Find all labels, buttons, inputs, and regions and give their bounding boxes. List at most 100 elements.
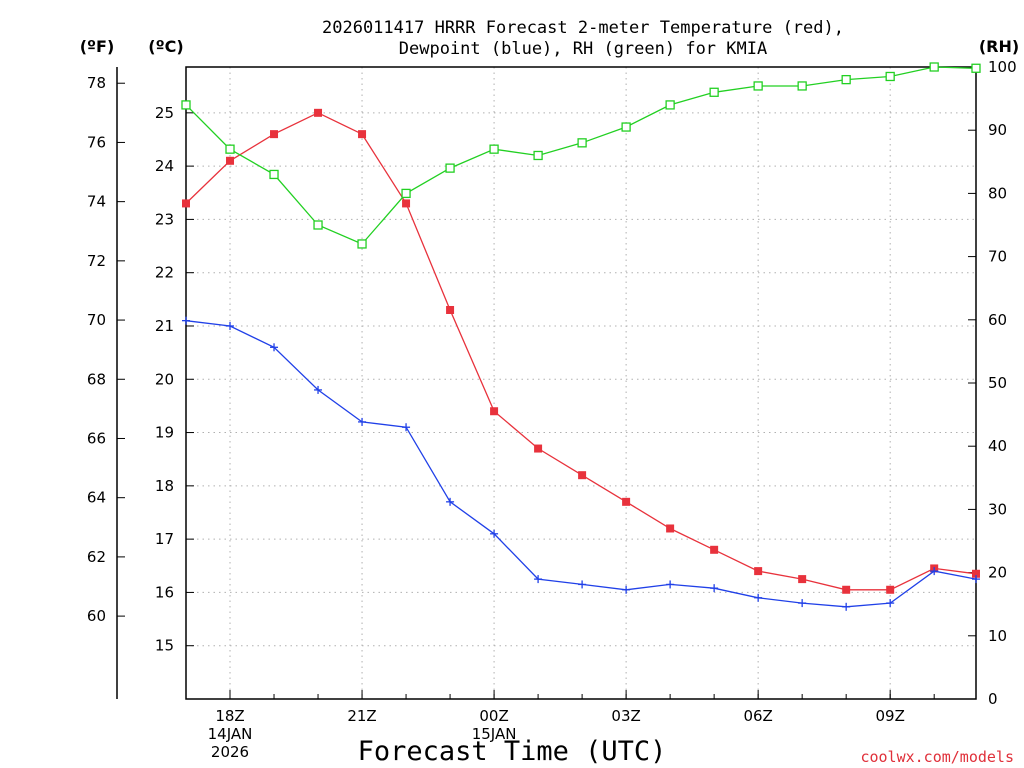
rh-point [709, 87, 719, 97]
fahrenheit-axis: 60 62 64 66 68 70 72 74 76 78 [87, 74, 125, 625]
temperature-point [270, 130, 279, 139]
rh-axis: 0 10 20 30 40 50 60 70 80 90 100 [968, 58, 1017, 708]
chart-gridlines [186, 67, 976, 699]
temperature-point [358, 130, 367, 139]
x-tick-label: 18Z [215, 707, 244, 725]
fahrenheit-unit-label: (ºF) [80, 37, 115, 56]
celsius-tick-label: 20 [155, 370, 174, 388]
temperature-point [972, 569, 980, 578]
rh-point [313, 220, 323, 230]
data-series [181, 62, 981, 611]
temperature-point [754, 567, 763, 576]
celsius-tick-label: 18 [155, 477, 174, 495]
temperature-point [490, 407, 499, 416]
fahrenheit-tick-label: 76 [87, 133, 106, 151]
rh-point [357, 239, 367, 249]
dewpoint-point [930, 567, 939, 576]
celsius-tick-label: 23 [155, 210, 174, 228]
celsius-axis: 15 16 17 18 19 20 21 22 23 24 25 [155, 104, 194, 655]
x-axis-label: Forecast Time (UTC) [358, 736, 667, 767]
rh-point [971, 63, 981, 73]
temperature-point [886, 585, 895, 594]
celsius-tick-label: 19 [155, 424, 174, 442]
rh-tick-label: 100 [988, 58, 1017, 76]
dewpoint-point [270, 343, 279, 352]
celsius-tick-label: 15 [155, 637, 174, 655]
dewpoint-point [490, 529, 499, 538]
rh-tick-label: 50 [988, 374, 1007, 392]
rh-tick-label: 70 [988, 248, 1007, 266]
rh-point [225, 144, 235, 154]
dewpoint-point [666, 580, 675, 589]
dewpoint-point [842, 602, 851, 611]
x-tick-label: 21Z [347, 707, 376, 725]
fahrenheit-tick-label: 64 [87, 489, 106, 507]
x-tick-label: 03Z [611, 707, 640, 725]
temperature-point [842, 585, 851, 594]
temperature-point [446, 305, 455, 314]
dewpoint-point [402, 423, 411, 432]
dewpoint-point [226, 321, 235, 330]
rh-tick-label: 60 [988, 311, 1007, 329]
temperature-line [185, 112, 977, 591]
x-tick-label: 06Z [743, 707, 772, 725]
rh-point [181, 100, 191, 110]
chart-title-line1: 2026011417 HRRR Forecast 2-meter Tempera… [322, 18, 844, 38]
chart-title-line2: Dewpoint (blue), RH (green) for KMIA [399, 39, 767, 59]
rh-tick-label: 30 [988, 500, 1007, 518]
dewpoint-point [578, 580, 587, 589]
temperature-point [182, 199, 190, 208]
rh-tick-label: 90 [988, 121, 1007, 139]
rh-point [533, 150, 543, 161]
x-tick-label: 2026 [211, 743, 249, 761]
temperature-point [402, 199, 411, 208]
rh-point [665, 100, 675, 110]
rh-tick-label: 40 [988, 437, 1007, 455]
celsius-tick-label: 22 [155, 264, 174, 282]
dewpoint-point [622, 585, 631, 594]
rh-point [929, 62, 939, 72]
rh-tick-label: 0 [988, 690, 998, 708]
series-dewpoint [182, 316, 980, 611]
temperature-point [314, 108, 323, 117]
dewpoint-point [798, 599, 807, 608]
dewpoint-point [886, 599, 895, 608]
rh-tick-label: 20 [988, 564, 1007, 582]
temperature-point [534, 444, 543, 453]
x-tick-label: 00Z [479, 707, 508, 725]
rh-point [753, 81, 763, 91]
fahrenheit-tick-label: 62 [87, 548, 106, 566]
dewpoint-point [314, 385, 323, 394]
x-tick-label: 15JAN [472, 725, 517, 743]
rh-line [185, 66, 977, 245]
rh-point [797, 81, 807, 91]
temperature-point [666, 524, 675, 533]
rh-point [489, 144, 499, 154]
fahrenheit-tick-label: 70 [87, 311, 106, 329]
temperature-point [798, 575, 807, 584]
dewpoint-point [358, 417, 367, 426]
x-tick-label: 09Z [875, 707, 904, 725]
fahrenheit-tick-label: 68 [87, 370, 106, 388]
fahrenheit-tick-label: 72 [87, 252, 106, 270]
fahrenheit-tick-label: 60 [87, 607, 106, 625]
rh-unit-label: (RH) [979, 37, 1019, 56]
celsius-tick-label: 24 [155, 157, 174, 175]
rh-point [885, 71, 895, 82]
dewpoint-point [446, 497, 455, 506]
temperature-point [226, 156, 235, 165]
dewpoint-point [754, 593, 763, 602]
rh-point [445, 163, 455, 173]
celsius-tick-label: 16 [155, 583, 174, 601]
rh-point [841, 74, 851, 85]
x-tick-label: 14JAN [208, 725, 253, 743]
rh-tick-label: 10 [988, 627, 1007, 645]
rh-point [401, 188, 411, 199]
temperature-point [578, 471, 587, 480]
dewpoint-point [182, 316, 190, 325]
dewpoint-point [972, 575, 980, 584]
dewpoint-point [534, 575, 543, 584]
celsius-tick-label: 21 [155, 317, 174, 335]
